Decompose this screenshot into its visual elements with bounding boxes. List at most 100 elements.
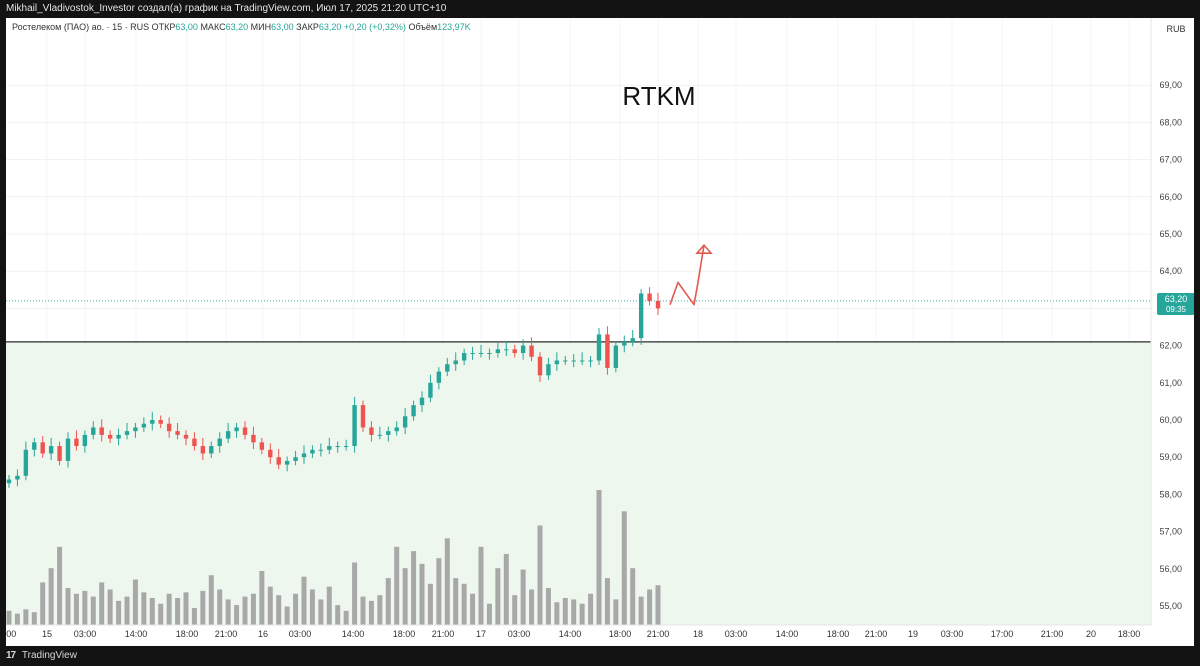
- candle-body: [40, 442, 45, 454]
- symbol-name: Ростелеком (ПАО) ао. · 15 · RUS: [12, 22, 150, 32]
- candle-body: [82, 434, 88, 447]
- candles: [6, 287, 661, 488]
- time-tick-label: 18:00: [1118, 629, 1141, 639]
- time-tick-label: 18:00: [176, 629, 199, 639]
- volume-bar: [621, 511, 627, 625]
- candle-body: [158, 420, 163, 424]
- time-tick-label: 03:00: [941, 629, 964, 639]
- candle-body: [23, 449, 29, 476]
- volume-bar: [175, 598, 181, 625]
- time-tick-label: 14:00: [559, 629, 582, 639]
- volume-bar: [411, 551, 417, 625]
- volume-bar: [360, 596, 366, 625]
- candle-body: [327, 446, 332, 450]
- candle-body: [48, 446, 54, 454]
- time-tick-label: 18:00: [393, 629, 416, 639]
- candle-body: [133, 427, 138, 432]
- candle-body: [15, 475, 20, 480]
- volume-label: Объём: [408, 22, 438, 32]
- ticker-annotation[interactable]: RTKM: [622, 81, 695, 111]
- volume-bar: [158, 603, 164, 625]
- candle-body: [419, 397, 425, 406]
- volume-bar: [343, 610, 349, 625]
- close-label: ЗАКР: [296, 22, 319, 32]
- volume-bar: [242, 596, 248, 625]
- volume-bar: [166, 593, 172, 625]
- volume-bar: [99, 582, 105, 625]
- volume-bar: [318, 599, 324, 625]
- candle-body: [310, 449, 315, 454]
- candle-body: [579, 360, 585, 362]
- candle-body: [470, 353, 475, 355]
- candle-body: [428, 382, 433, 398]
- candle-body: [563, 360, 568, 362]
- price-tick-label: 68,00: [1159, 117, 1182, 127]
- volume-bar: [537, 525, 543, 625]
- chart-panel[interactable]: RTKM 55,00 56,00 57,00 58,00 59,00 60,00 61,00…: [4, 18, 1195, 646]
- candle-body: [529, 345, 534, 357]
- candle-body: [217, 438, 222, 447]
- volume-bar: [183, 592, 189, 625]
- volume-bar: [394, 546, 400, 625]
- volume-bar: [419, 563, 425, 625]
- volume-bar: [579, 603, 585, 625]
- last-price-badge-bg: [1157, 292, 1195, 315]
- candle-body: [209, 446, 214, 454]
- volume-bar: [40, 582, 46, 625]
- volume-bar: [436, 558, 442, 625]
- price-tick-label: 58,00: [1159, 489, 1182, 499]
- forecast-arrow-path[interactable]: [669, 245, 705, 306]
- volume-bar: [352, 562, 358, 625]
- candle-body: [99, 427, 104, 435]
- symbol-legend[interactable]: Ростелеком (ПАО) ао. · 15 · RUS ОТКР63,0…: [12, 22, 471, 32]
- time-tick-label: 20: [1086, 629, 1096, 639]
- time-tick-label: 21:00: [865, 629, 888, 639]
- volume-bar: [65, 588, 71, 625]
- last-price-badge: 63,20 09:35: [1157, 292, 1195, 315]
- candle-body: [242, 427, 248, 435]
- candle-body: [436, 371, 442, 383]
- volume-bar: [512, 595, 518, 625]
- candle-body: [402, 416, 408, 428]
- candle-body: [74, 438, 79, 447]
- volume-bar: [385, 578, 391, 625]
- volume-bar: [124, 596, 130, 625]
- candle-body: [445, 364, 450, 372]
- candle-body: [251, 434, 256, 443]
- candle-body: [478, 353, 484, 355]
- time-tick-label: 03:00: [289, 629, 312, 639]
- candle-body: [65, 438, 71, 461]
- change-value: +0,20 (+0,32%): [343, 22, 406, 32]
- time-tick-label: 03:00: [74, 629, 97, 639]
- volume-bar: [309, 589, 315, 625]
- volume-bar: [200, 590, 206, 625]
- candle-body: [141, 423, 147, 428]
- volume-bar: [402, 568, 408, 625]
- time-axis[interactable]: :00 15 03:00 14:00 18:00 21:00 16 03:00 14:00 18:…: [4, 624, 1151, 639]
- time-tick-label: 03:00: [508, 629, 531, 639]
- price-tick-label: 55,00: [1159, 601, 1182, 611]
- candle-body: [360, 405, 366, 428]
- candle-body: [613, 345, 619, 368]
- candle-body: [57, 446, 62, 461]
- volume-bar: [495, 568, 501, 625]
- candle-body: [335, 446, 340, 448]
- candle-body: [487, 353, 492, 355]
- candle-body: [546, 364, 551, 376]
- volume-bar: [470, 593, 476, 625]
- candle-body: [554, 360, 560, 365]
- candle-body: [259, 442, 265, 450]
- price-chart[interactable]: RTKM 55,00 56,00 57,00 58,00 59,00 60,00 61,00…: [4, 18, 1195, 646]
- volume-bar: [259, 571, 265, 625]
- volume-bar: [461, 583, 467, 625]
- price-tick-label: 59,00: [1159, 452, 1182, 462]
- candle-body: [293, 457, 298, 461]
- price-axis[interactable]: 55,00 56,00 57,00 58,00 59,00 60,00 61,00 62,00…: [1150, 18, 1194, 646]
- volume-bar: [267, 586, 273, 625]
- currency-label: RUB: [1166, 24, 1185, 34]
- volume-bar: [23, 609, 29, 625]
- time-tick-label: 17: [476, 629, 486, 639]
- candle-body: [116, 434, 121, 439]
- last-price-countdown: 09:35: [1166, 305, 1187, 314]
- candle-body: [588, 360, 593, 362]
